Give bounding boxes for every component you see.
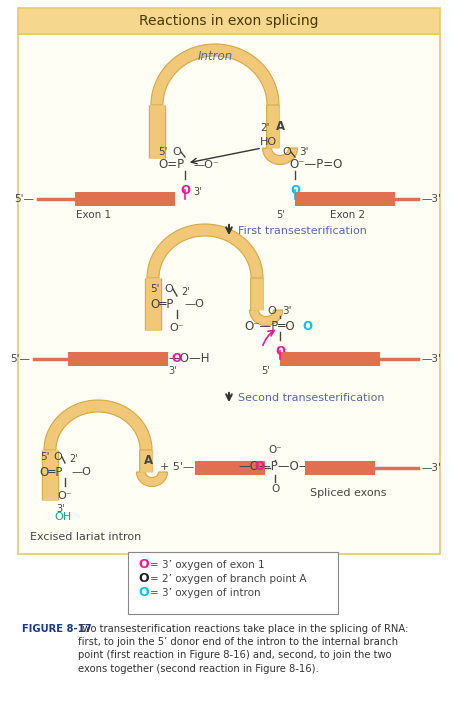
Text: O⁻—P═O: O⁻—P═O — [245, 320, 295, 333]
Text: —3': —3' — [422, 354, 442, 364]
Text: ⁻: ⁻ — [197, 297, 202, 307]
Text: Second transesterification: Second transesterification — [238, 393, 385, 403]
Text: —3': —3' — [422, 194, 442, 204]
Text: —O⁻: —O⁻ — [193, 160, 219, 170]
Text: Exon 2: Exon 2 — [330, 210, 365, 220]
Polygon shape — [262, 148, 298, 164]
Text: Spliced exons: Spliced exons — [310, 488, 387, 498]
Text: O: O — [138, 558, 149, 571]
Bar — [68, 352, 168, 366]
Text: O: O — [138, 573, 149, 585]
Text: O: O — [173, 147, 181, 157]
Polygon shape — [136, 472, 168, 486]
Text: = 2’ oxygen of branch point A: = 2’ oxygen of branch point A — [150, 574, 306, 584]
Text: FIGURE 8-17: FIGURE 8-17 — [22, 624, 92, 634]
Text: 5': 5' — [262, 366, 270, 376]
Text: —3': —3' — [422, 463, 442, 473]
Bar — [195, 461, 265, 475]
Text: Intron: Intron — [197, 51, 233, 64]
Text: 2': 2' — [69, 454, 78, 464]
Text: = 3’ oxygen of exon 1: = 3’ oxygen of exon 1 — [150, 560, 265, 570]
Text: O⁻: O⁻ — [169, 323, 184, 333]
Text: O⁻: O⁻ — [268, 445, 282, 455]
Text: 3': 3' — [299, 147, 309, 157]
Text: O═P: O═P — [39, 465, 63, 479]
Text: 5'—: 5'— — [10, 354, 30, 364]
Text: 5': 5' — [277, 210, 285, 220]
Text: 5': 5' — [158, 147, 168, 157]
Text: O: O — [164, 284, 174, 294]
Text: O═P: O═P — [150, 297, 174, 311]
Text: = 3’ oxygen of intron: = 3’ oxygen of intron — [150, 588, 261, 598]
Text: O⁻—P=O: O⁻—P=O — [289, 159, 343, 172]
Text: 3': 3' — [282, 306, 291, 316]
Text: —O—H: —O—H — [168, 352, 209, 366]
Text: OH: OH — [54, 512, 71, 522]
Bar — [128, 552, 338, 614]
Bar — [280, 352, 380, 366]
Text: O: O — [283, 147, 291, 157]
Text: O: O — [302, 320, 312, 333]
Text: —O—P—O—: —O—P—O— — [239, 460, 311, 474]
Polygon shape — [250, 310, 283, 325]
Text: O: O — [271, 484, 279, 494]
Text: —O: —O — [184, 299, 204, 309]
Text: O: O — [171, 352, 181, 366]
Text: Excised lariat intron: Excised lariat intron — [30, 532, 141, 542]
Text: 2': 2' — [261, 123, 270, 133]
Text: A: A — [143, 453, 153, 467]
Polygon shape — [147, 224, 263, 278]
Text: O: O — [267, 306, 276, 316]
Bar — [18, 34, 440, 554]
Text: Reactions in exon splicing: Reactions in exon splicing — [139, 14, 319, 28]
Text: O: O — [54, 452, 62, 462]
Text: 2': 2' — [181, 287, 190, 297]
Text: O: O — [138, 587, 149, 599]
Text: First transesterification: First transesterification — [238, 226, 367, 236]
Text: HO: HO — [259, 137, 277, 147]
Text: Two transesterification reactions take place in the splicing of RNA:
first, to j: Two transesterification reactions take p… — [78, 624, 409, 674]
Text: + 5'—: + 5'— — [160, 462, 194, 472]
Text: 3': 3' — [56, 504, 65, 514]
Text: O: O — [180, 184, 190, 197]
Text: 5'—: 5'— — [14, 194, 34, 204]
Text: O=P: O=P — [158, 159, 184, 172]
Bar — [18, 8, 440, 34]
Text: Exon 1: Exon 1 — [76, 210, 112, 220]
Polygon shape — [151, 44, 279, 105]
Text: 3': 3' — [193, 187, 202, 197]
Bar — [295, 192, 395, 206]
Polygon shape — [44, 400, 152, 450]
Text: 5': 5' — [40, 452, 50, 462]
Text: ⁻: ⁻ — [84, 465, 89, 475]
Text: —O: —O — [71, 467, 91, 477]
Text: 5': 5' — [150, 284, 160, 294]
Text: O: O — [275, 345, 285, 358]
Text: 3': 3' — [168, 366, 177, 376]
Text: O: O — [290, 184, 300, 197]
Text: A: A — [276, 119, 285, 133]
Bar — [75, 192, 175, 206]
Text: O⁻: O⁻ — [58, 491, 72, 501]
Bar — [305, 461, 375, 475]
Text: O: O — [254, 460, 264, 474]
